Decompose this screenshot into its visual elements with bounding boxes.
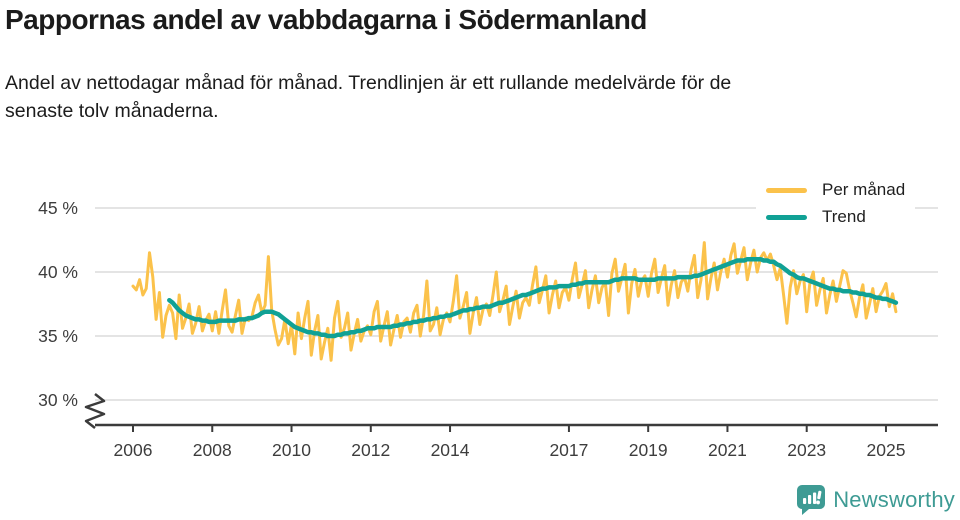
y-axis-label: 30 % xyxy=(38,390,78,410)
y-axis-label: 40 % xyxy=(38,262,78,282)
x-axis-label: 2012 xyxy=(351,440,390,460)
x-axis-label: 2010 xyxy=(272,440,311,460)
x-axis-label: 2023 xyxy=(787,440,826,460)
x-axis-label: 2025 xyxy=(867,440,906,460)
x-axis-label: 2017 xyxy=(549,440,588,460)
series-line-per-manad xyxy=(131,241,898,362)
chart-subtitle: Andel av nettodagar månad för månad. Tre… xyxy=(5,72,732,122)
legend-label-trend: Trend xyxy=(822,207,866,226)
legend-item-per-manad: Per månad xyxy=(766,180,905,200)
y-axis-label: 45 % xyxy=(38,198,78,218)
x-axis-label: 2008 xyxy=(193,440,232,460)
y-axis-label: 35 % xyxy=(38,326,78,346)
newsworthy-speech-bubble-chart-icon xyxy=(797,485,826,515)
x-axis-label: 2014 xyxy=(431,440,470,460)
chart-legend: Per månad Trend xyxy=(756,176,916,233)
x-axis-label: 2006 xyxy=(114,440,153,460)
brand-name: Newsworthy xyxy=(833,487,955,512)
newsworthy-brand: Newsworthy xyxy=(795,484,955,516)
y-axis-break-icon xyxy=(84,393,106,429)
chart-area: 45 % 40 % 35 % 30 % 2006 2008 2010 2012 2014 2017… xyxy=(0,165,960,475)
chart-svg: 45 % 40 % 35 % 30 % 2006 2008 2010 2012 2014 2017… xyxy=(38,198,938,460)
per-manad-line-swatch xyxy=(766,187,807,193)
series-line-trend xyxy=(167,256,899,339)
x-axis-label: 2021 xyxy=(708,440,747,460)
trend-line-swatch xyxy=(766,214,807,220)
x-axis-label: 2019 xyxy=(629,440,668,460)
page-title: Pappornas andel av vabbdagarna i Söderma… xyxy=(5,4,647,35)
legend-item-trend: Trend xyxy=(766,207,905,227)
legend-label-per-manad: Per månad xyxy=(822,180,906,199)
